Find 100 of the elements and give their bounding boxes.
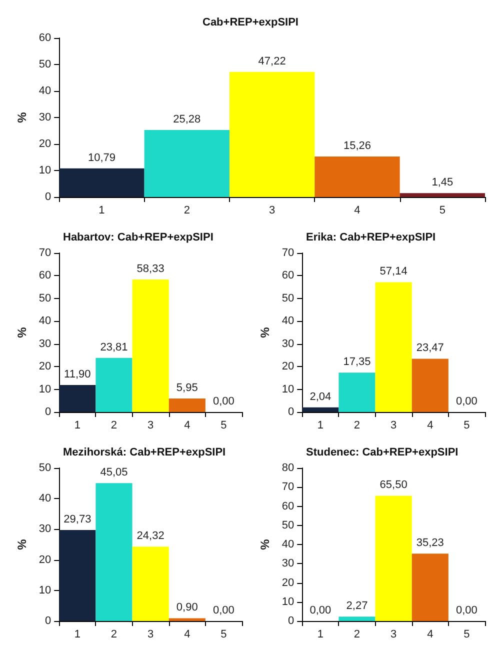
x-tick-label: 5 [220, 628, 227, 640]
data-label: 11,90 [64, 368, 91, 380]
y-axis-title: % [258, 326, 272, 338]
y-axis-title: % [15, 112, 29, 123]
y-tick-label: 40 [38, 85, 52, 97]
y-tick-label: 40 [282, 538, 294, 550]
y-axis-title: % [15, 326, 29, 338]
x-tick-label: 3 [148, 628, 154, 640]
data-label: 10,79 [88, 152, 116, 164]
y-tick-label: 70 [38, 247, 52, 259]
y-tick-label: 0 [288, 406, 294, 418]
x-tick-label: 2 [354, 628, 360, 640]
y-tick-label: 0 [288, 615, 294, 627]
x-tick-label: 5 [464, 628, 470, 640]
chart-title: Erika: Cab+REP+expSIPI [306, 232, 436, 244]
chart-title: Studenec: Cab+REP+expSIPI [306, 446, 458, 458]
x-tick-label: 3 [269, 204, 276, 216]
bar [375, 282, 412, 412]
data-label: 15,26 [343, 140, 372, 152]
bar [400, 193, 485, 197]
data-label: 23,47 [416, 342, 444, 354]
bar [59, 168, 144, 197]
bar [375, 496, 412, 621]
data-label: 0,00 [456, 604, 478, 616]
data-label: 57,14 [380, 266, 408, 278]
chart-title: Cab+REP+expSIPI [202, 16, 298, 28]
data-label: 2,04 [310, 390, 332, 403]
y-tick-label: 10 [38, 383, 52, 396]
y-tick-label: 60 [282, 500, 294, 512]
bar [168, 618, 206, 621]
y-tick-label: 0 [45, 615, 52, 627]
y-tick-label: 0 [45, 191, 52, 203]
x-tick-label: 3 [148, 420, 154, 432]
data-label: 25,28 [173, 114, 201, 126]
bar [302, 407, 339, 412]
bar [338, 372, 376, 412]
y-tick-label: 20 [282, 360, 294, 373]
x-tick-label: 5 [439, 204, 446, 216]
x-tick-label: 1 [317, 628, 324, 640]
data-label: 5,95 [176, 382, 198, 394]
bar [412, 358, 448, 412]
bar [96, 483, 132, 621]
y-tick-label: 10 [38, 164, 52, 176]
bar [314, 156, 400, 197]
x-tick-label: 2 [354, 420, 360, 432]
y-tick-label: 30 [282, 558, 294, 570]
y-tick-label: 30 [38, 523, 52, 536]
x-tick-label: 3 [390, 420, 397, 432]
x-tick-label: 5 [464, 420, 470, 432]
y-tick-label: 20 [282, 576, 294, 589]
data-label: 2,27 [346, 600, 368, 612]
x-tick-label: 1 [317, 420, 324, 432]
data-label: 45,05 [100, 466, 128, 479]
x-tick-label: 1 [74, 628, 80, 640]
x-tick-label: 1 [98, 204, 105, 216]
x-tick-label: 3 [390, 628, 397, 640]
x-tick-label: 4 [427, 628, 434, 640]
y-tick-label: 40 [38, 315, 52, 328]
y-tick-label: 70 [282, 247, 294, 259]
y-tick-label: 60 [38, 32, 52, 44]
bar [132, 280, 169, 412]
data-label: 0,00 [456, 396, 478, 408]
x-tick-label: 4 [184, 628, 190, 640]
y-tick-label: 50 [282, 292, 294, 304]
y-tick-label: 50 [38, 462, 52, 474]
bar [96, 358, 132, 412]
y-tick-label: 10 [38, 584, 52, 596]
data-label: 65,50 [380, 479, 408, 492]
x-tick-label: 4 [354, 204, 360, 216]
data-label: 17,35 [343, 356, 371, 368]
bar [229, 72, 315, 197]
y-tick-label: 60 [38, 270, 52, 282]
x-tick-label: 5 [220, 420, 227, 432]
data-label: 1,45 [432, 176, 454, 189]
y-tick-label: 30 [282, 338, 294, 350]
bar [59, 384, 96, 412]
y-tick-label: 50 [38, 292, 52, 304]
y-tick-label: 30 [38, 112, 52, 124]
y-tick-label: 80 [282, 462, 294, 474]
data-label: 0,00 [213, 604, 234, 616]
data-label: 0,90 [176, 602, 198, 614]
x-tick-label: 4 [427, 420, 434, 432]
y-tick-label: 30 [38, 338, 52, 350]
data-label: 35,23 [416, 537, 444, 550]
y-tick-label: 40 [38, 492, 52, 505]
y-tick-label: 40 [282, 315, 294, 328]
bar [412, 554, 448, 621]
bar [59, 530, 96, 621]
data-label: 58,33 [136, 263, 164, 276]
bar [144, 130, 230, 197]
y-tick-label: 60 [282, 270, 294, 282]
y-axis-title: % [15, 538, 29, 550]
x-tick-label: 1 [74, 420, 80, 432]
y-tick-label: 50 [38, 58, 52, 70]
data-label: 23,81 [100, 341, 128, 354]
y-tick-label: 20 [38, 554, 52, 566]
y-tick-label: 50 [282, 519, 294, 532]
x-tick-label: 2 [184, 204, 190, 216]
chart-title: Habartov: Cab+REP+expSIPI [63, 232, 214, 244]
data-label: 0,00 [310, 604, 332, 616]
